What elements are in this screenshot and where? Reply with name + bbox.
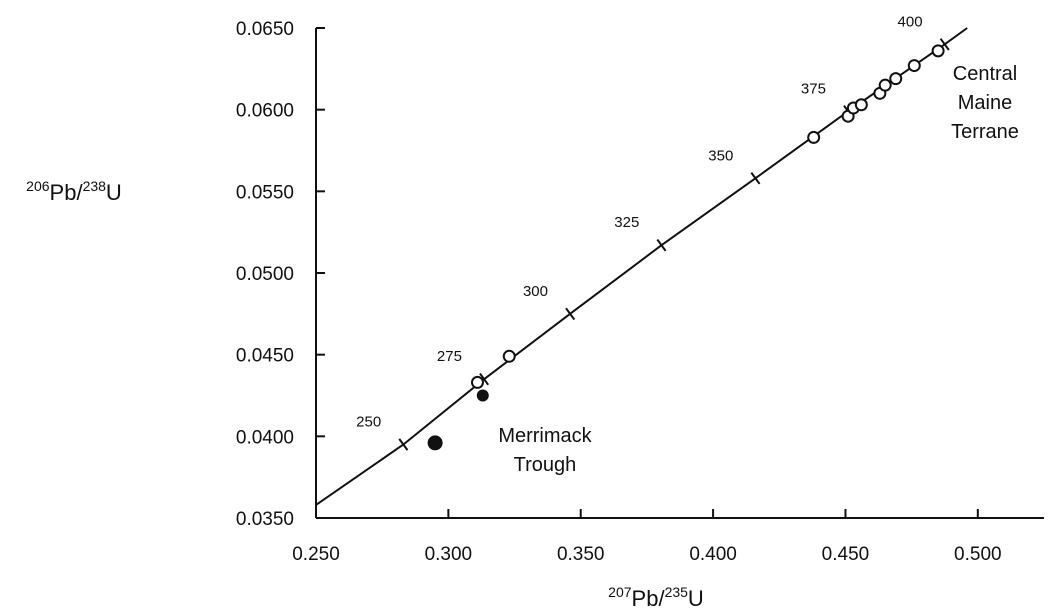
age-tick-mark [565, 307, 576, 321]
x-tick-label: 0.350 [557, 544, 605, 565]
annotation-merrimack-line2: Trough [514, 454, 577, 476]
x-tick-label: 0.300 [425, 544, 473, 565]
annotation-merrimack-line1: Merrimack [498, 425, 592, 447]
age-tick-mark [398, 438, 409, 451]
age-label: 375 [801, 80, 826, 97]
y-tick-label: 0.0650 [236, 19, 294, 40]
age-tick-mark [750, 172, 761, 185]
y-ticks: 0.0350 0.0400 0.0450 0.0500 0.0550 0.0600 0.06… [236, 19, 325, 530]
x-tick-label: 0.450 [822, 544, 870, 565]
age-label: 350 [708, 147, 733, 164]
filled-circle-point [427, 435, 443, 451]
x-ticks: 0.250 0.300 0.350 0.400 0.450 0.500 [292, 509, 1002, 565]
age-tick-mark [939, 38, 950, 51]
open-circle-point [878, 78, 892, 92]
open-circle-point [807, 130, 821, 144]
x-axis-title: 207Pb/235U [608, 584, 704, 611]
y-tick-label: 0.0550 [236, 182, 294, 203]
open-circle-point [502, 349, 516, 363]
y-tick-label: 0.0450 [236, 346, 294, 367]
data-points [427, 44, 945, 451]
x-tick-label: 0.400 [689, 544, 737, 565]
open-circle-point [889, 72, 903, 86]
axes [315, 28, 1044, 519]
annotation-central-maine-line3: Terrane [951, 121, 1019, 143]
age-label: 325 [614, 214, 639, 231]
concordia-curve-group: 250 275 300 325 350 375 400 [315, 13, 968, 506]
y-tick-label: 0.0600 [236, 101, 294, 122]
annotation-central-maine-line1: Central [953, 63, 1017, 85]
age-label: 400 [898, 13, 923, 30]
open-circle-point [470, 375, 484, 389]
open-circle-point [854, 98, 868, 112]
age-label: 300 [523, 283, 548, 300]
annotation-central-maine-line2: Maine [958, 92, 1012, 114]
age-tick-mark [479, 372, 490, 386]
y-tick-label: 0.0400 [236, 427, 294, 448]
age-tick-mark [656, 238, 667, 252]
x-tick-label: 0.500 [954, 544, 1002, 565]
age-label: 250 [356, 414, 381, 431]
y-tick-label: 0.0500 [236, 264, 294, 285]
y-axis-title: 206Pb/238U [26, 178, 122, 205]
x-tick-label: 0.250 [292, 544, 340, 565]
open-circle-point [931, 44, 945, 58]
y-tick-label: 0.0350 [236, 509, 294, 530]
filled-circle-point [476, 389, 489, 402]
age-label: 275 [437, 348, 462, 365]
concordia-curve [315, 27, 968, 506]
open-circle-point [907, 59, 921, 73]
